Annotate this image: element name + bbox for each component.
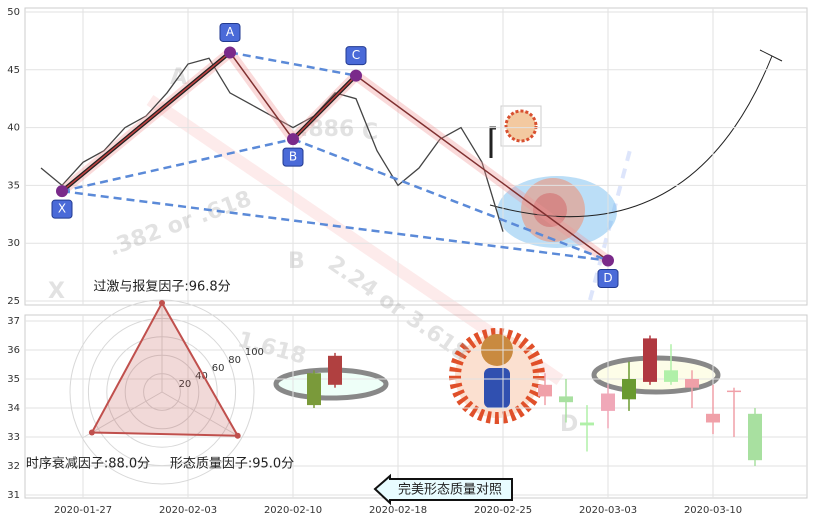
candle-body <box>706 413 720 423</box>
radar-point <box>159 299 165 306</box>
radar-point <box>88 429 95 436</box>
y-tick-label: 40 <box>7 123 20 134</box>
x-tick-label: 2020-03-03 <box>579 505 637 516</box>
watermark: B <box>288 249 305 274</box>
point-label: D <box>603 271 612 285</box>
y-tick-label: 31 <box>7 490 20 501</box>
radar-spoke <box>161 391 242 439</box>
radar-area <box>90 300 240 437</box>
y-tick-label: 50 <box>7 7 20 18</box>
point-badge <box>219 22 241 42</box>
candle-body <box>727 390 741 393</box>
leg <box>292 75 357 140</box>
x-tick-label: 2020-02-10 <box>264 505 322 516</box>
price-panel <box>24 7 808 306</box>
radar-label: 形态质量因子:95.0分 <box>170 457 294 472</box>
compare-button[interactable] <box>373 473 513 506</box>
y-tick-label: 35 <box>7 180 20 191</box>
point-badge <box>597 269 619 289</box>
leg <box>229 52 294 140</box>
y-tick-label: 34 <box>7 403 20 414</box>
leg <box>61 51 231 192</box>
ratio-line <box>229 51 357 77</box>
pattern-point <box>224 46 236 59</box>
watermark: X <box>48 279 65 304</box>
candle-body <box>643 338 657 382</box>
radar-tick-label: 80 <box>228 355 241 366</box>
y-tick-label: 33 <box>7 432 20 443</box>
x-tick-label: 2020-01-27 <box>54 505 112 516</box>
curve-end <box>759 49 783 62</box>
point-label: X <box>58 202 66 216</box>
candle-body <box>580 422 594 426</box>
ratio-line <box>61 137 294 193</box>
ratio-line <box>292 137 609 262</box>
candle-panel <box>24 314 808 499</box>
icon <box>504 109 538 143</box>
radar-point <box>234 432 241 439</box>
radar-tick-label: 20 <box>179 379 192 390</box>
radar-spoke <box>82 391 163 439</box>
y-tick-label: 25 <box>7 296 20 307</box>
x-tick-label: 2020-02-18 <box>369 505 427 516</box>
candle-body <box>538 384 552 397</box>
candle-body <box>622 379 636 400</box>
watermark: D <box>560 412 578 437</box>
candle-body <box>685 379 699 388</box>
x-tick-label: 2020-03-10 <box>684 505 742 516</box>
radar-tick-label: 60 <box>212 363 225 374</box>
pattern-point <box>602 254 614 267</box>
projection-curve <box>489 55 773 218</box>
radar-tick-label: 100 <box>245 347 264 358</box>
candle-body <box>748 413 762 461</box>
x-tick-label: 2020-02-03 <box>159 505 217 516</box>
radar-label: 时序衰减因子:88.0分 <box>26 456 150 472</box>
ratio-line <box>61 189 609 262</box>
y-tick-label: 37 <box>7 316 20 327</box>
point-badge <box>51 199 73 219</box>
price-line <box>40 57 504 232</box>
candle-body <box>328 355 342 385</box>
pattern-point <box>56 185 68 198</box>
candle-body <box>601 393 615 411</box>
mascot-body <box>484 368 510 408</box>
candle-body <box>559 396 573 403</box>
point-badge <box>345 46 367 66</box>
radar-tick-label: 40 <box>195 371 208 382</box>
radar-label: 过激与报复因子:96.8分 <box>93 280 230 295</box>
point-label: A <box>226 25 235 39</box>
y-tick-label: 36 <box>7 345 20 356</box>
candle-body <box>307 373 321 406</box>
leg <box>355 74 609 262</box>
point-label: C <box>352 48 360 62</box>
y-tick-label: 45 <box>7 65 20 76</box>
point-label: B <box>289 150 297 164</box>
y-tick-label: 35 <box>7 374 20 385</box>
candle-body <box>664 370 678 382</box>
point-badge <box>282 147 304 167</box>
pattern-point <box>287 133 299 146</box>
x-tick-label: 2020-02-25 <box>474 505 532 516</box>
y-tick-label: 32 <box>7 461 20 472</box>
highlight <box>533 193 567 227</box>
pattern-point <box>350 69 362 82</box>
y-tick-label: 30 <box>7 238 20 249</box>
button-label[interactable]: 完美形态质量对照 <box>398 483 502 498</box>
